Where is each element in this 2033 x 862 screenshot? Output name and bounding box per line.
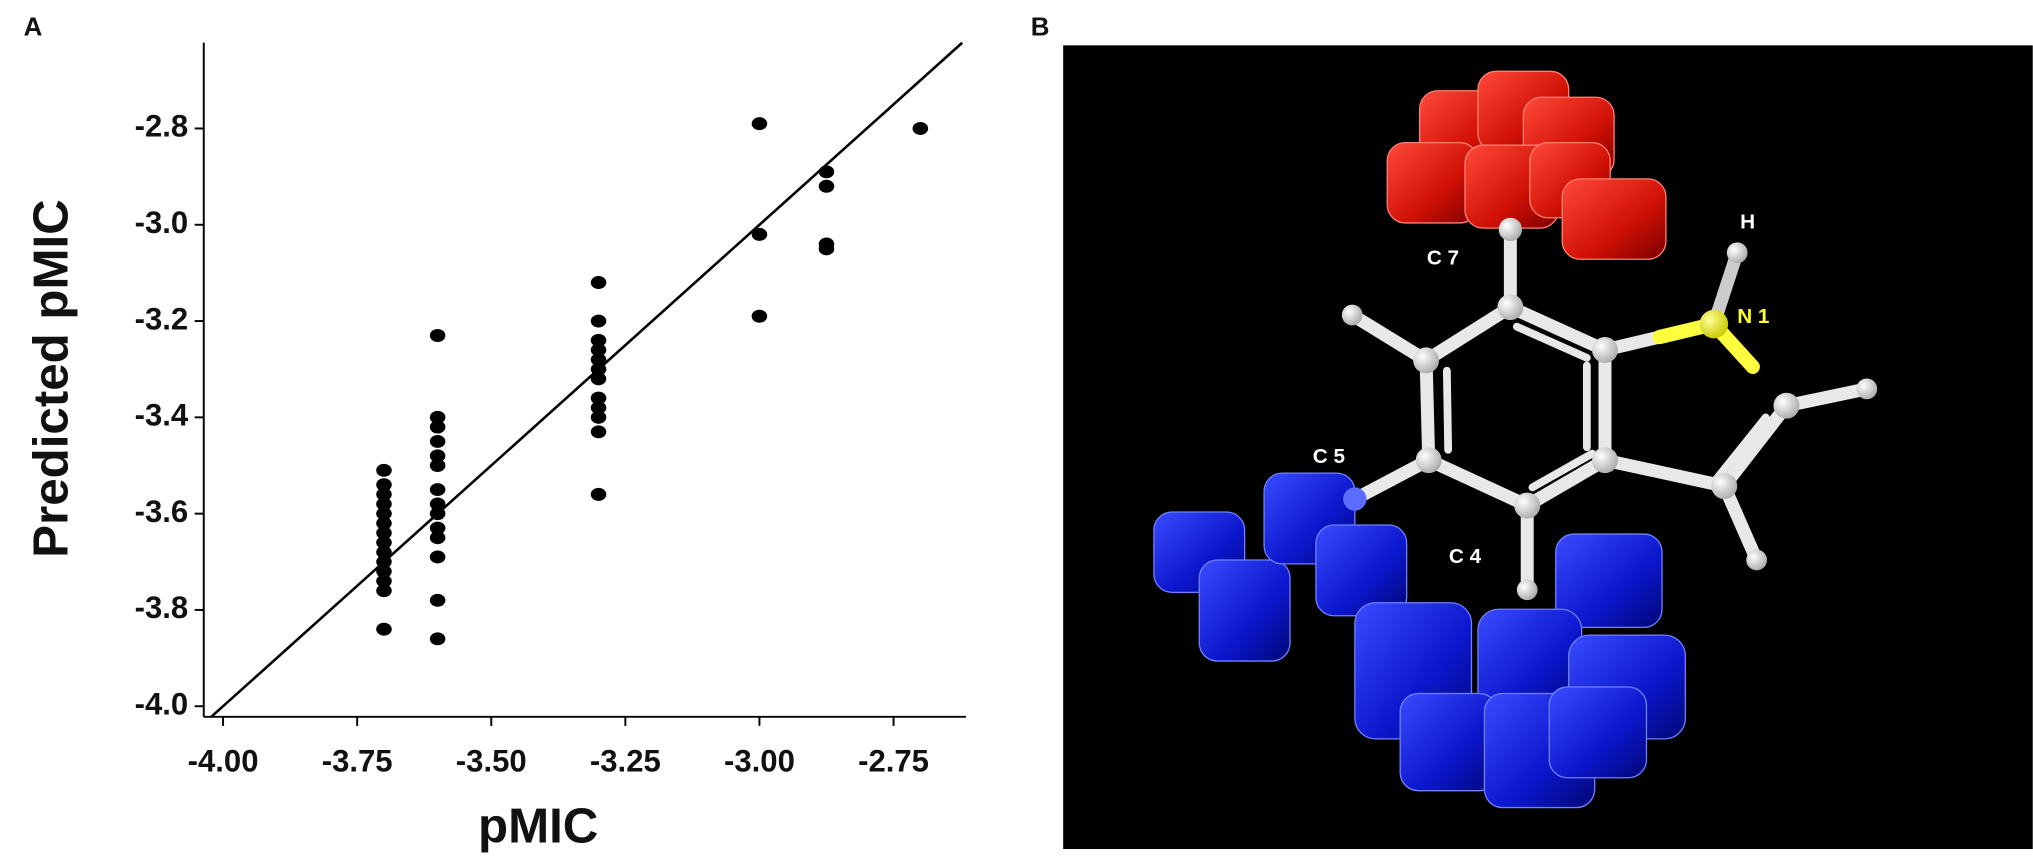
atom-label: C 4 <box>1449 545 1482 568</box>
data-point <box>376 564 392 578</box>
data-point <box>590 401 607 415</box>
data-point <box>751 309 768 323</box>
data-point <box>590 314 607 328</box>
data-point <box>429 593 446 607</box>
data-point <box>590 372 607 386</box>
x-tick-label: -3.50 <box>456 744 527 779</box>
data-point <box>376 574 392 588</box>
data-point <box>429 459 446 472</box>
data-point <box>590 343 607 357</box>
x-axis-title: pMIC <box>478 799 598 854</box>
data-point <box>818 242 835 256</box>
atom-label: C 5 <box>1313 445 1345 468</box>
x-tick-label: -3.00 <box>724 744 795 779</box>
data-point <box>429 449 446 463</box>
y-tick-label: -3.2 <box>135 301 189 336</box>
data-point <box>429 521 446 535</box>
data-point <box>376 487 392 501</box>
y-tick-label: -2.8 <box>135 109 189 144</box>
x-tick-label: -3.25 <box>590 744 661 779</box>
bonds <box>1345 222 1874 597</box>
y-tick-label: -3.8 <box>135 590 189 625</box>
data-point <box>429 550 446 564</box>
y-tick-label: -3.6 <box>135 494 189 529</box>
y-axis-title: Predicted pMIC <box>24 199 79 557</box>
identity-line <box>210 41 964 718</box>
data-point <box>429 329 446 342</box>
data-point <box>429 434 446 448</box>
data-point <box>590 487 607 501</box>
atom-label: C 7 <box>1427 247 1459 270</box>
data-point <box>751 227 768 241</box>
data-point <box>429 507 446 521</box>
data-point <box>818 179 835 193</box>
atom-label: H <box>1740 210 1755 233</box>
panel-label: B <box>1031 13 1050 41</box>
y-tick-label: -4.0 <box>135 686 189 721</box>
atom-label: N 1 <box>1737 305 1769 328</box>
data-point <box>912 121 929 135</box>
data-point <box>376 584 392 598</box>
data-point <box>429 410 446 424</box>
data-point <box>376 545 392 559</box>
data-point <box>429 483 446 497</box>
molecule-image: C 7 H N 1 C 5 C 4 <box>1063 45 2033 850</box>
panel-label: A <box>24 13 43 41</box>
data-point <box>818 165 835 179</box>
data-point <box>376 463 392 477</box>
data-point <box>376 507 392 521</box>
data-point <box>376 516 392 530</box>
data-point <box>376 497 392 511</box>
data-point <box>590 333 607 347</box>
y-tick-label: -3.4 <box>135 398 189 433</box>
data-point <box>590 276 607 290</box>
x-tick-label: -4.00 <box>188 744 259 779</box>
data-point <box>590 353 607 367</box>
blue-contours <box>1153 472 1687 809</box>
data-point <box>590 362 607 376</box>
x-tick-label: -3.75 <box>322 744 393 779</box>
y-tick-label: -3.0 <box>135 205 189 240</box>
data-point <box>590 410 607 424</box>
data-point <box>376 536 392 550</box>
red-contours <box>1386 70 1667 260</box>
double-bonds <box>1442 322 1770 492</box>
plot-area: -2.8 -3.0 -3.2 -3.4 -3.6 -3.8 -4.0 -4.00 -3.75 -3… <box>135 41 966 779</box>
atoms <box>1341 217 1878 601</box>
data-point <box>429 420 446 434</box>
data-point <box>376 622 392 636</box>
data-point <box>751 117 768 131</box>
data-point <box>429 497 446 511</box>
data-point <box>590 391 607 405</box>
data-point <box>376 526 392 540</box>
data-point <box>429 531 446 545</box>
data-point <box>429 632 446 646</box>
data-point <box>376 478 392 492</box>
data-point <box>376 555 392 569</box>
x-tick-label: -2.75 <box>858 744 929 779</box>
data-point <box>590 425 607 439</box>
